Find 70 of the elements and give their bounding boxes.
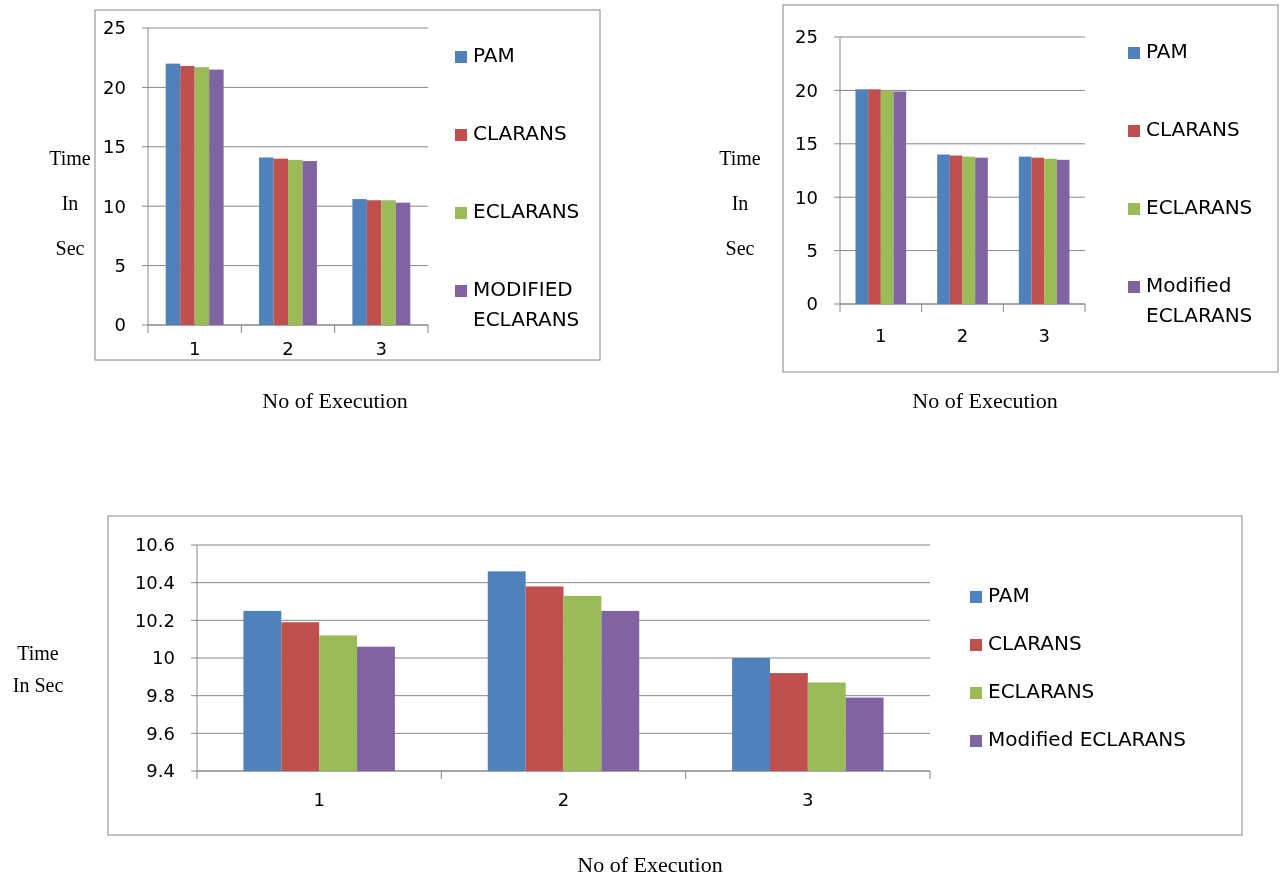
bar <box>180 66 195 325</box>
bar <box>194 67 210 325</box>
bar <box>209 69 224 325</box>
y-tick-label: 20 <box>795 79 818 101</box>
bar <box>893 91 907 304</box>
legend-label: Modified ECLARANS <box>988 727 1187 751</box>
legend-label: ECLARANS <box>473 199 580 223</box>
x-tick-label: 3 <box>1038 325 1050 346</box>
bar <box>962 156 976 304</box>
bar <box>949 155 963 304</box>
x-axis-title: No of Execution <box>577 852 723 877</box>
bar <box>1044 158 1057 304</box>
legend-label: MODIFIED ECLARANS <box>473 277 580 331</box>
bar <box>352 199 367 325</box>
y-tick-label: 15 <box>795 133 818 155</box>
y-tick-label: 20 <box>103 76 126 98</box>
x-tick-label: 2 <box>956 325 969 346</box>
legend-label: PAM <box>1146 39 1188 63</box>
legend-label: Modified ECLARANS <box>1146 273 1253 327</box>
x-tick-label: 3 <box>802 789 814 810</box>
y-axis-title: Time In Sec <box>12 642 64 696</box>
y-tick-label: 15 <box>103 136 126 158</box>
y-tick-label: 10.4 <box>134 571 175 593</box>
x-tick-label: 3 <box>375 338 388 359</box>
y-tick-label: 0 <box>114 314 126 336</box>
y-tick-label: 5 <box>806 239 818 261</box>
bar <box>381 200 396 325</box>
bar <box>937 154 950 304</box>
bar <box>855 89 869 304</box>
y-axis-title: Time In Sec <box>49 147 91 259</box>
bar <box>975 157 988 304</box>
x-tick-label: 1 <box>875 325 887 346</box>
y-tick-label: 10.2 <box>134 609 175 631</box>
x-tick-label: 2 <box>282 338 294 359</box>
legend-label: ECLARANS <box>1146 195 1253 219</box>
y-tick-label: 0 <box>806 293 818 315</box>
y-axis-title: Time In Sec <box>719 147 761 259</box>
x-axis-title: No of Execution <box>912 388 1058 413</box>
bar <box>366 200 382 325</box>
legend-label: ECLARANS <box>988 679 1095 703</box>
y-tick-label: 9.6 <box>146 722 175 744</box>
legend-label: PAM <box>473 43 515 67</box>
bar <box>302 161 317 325</box>
x-axis-title: No of Execution <box>262 388 408 413</box>
x-tick-label: 1 <box>313 789 325 810</box>
y-tick-label: 9.8 <box>146 684 175 706</box>
bar <box>1031 157 1045 304</box>
legend-label: PAM <box>988 583 1030 607</box>
bar <box>259 157 274 325</box>
bar <box>288 159 303 325</box>
y-tick-label: 10 <box>795 186 818 208</box>
y-tick-label: 10 <box>103 195 126 217</box>
x-tick-label: 2 <box>557 789 570 810</box>
y-tick-label: 10.6 <box>134 534 175 556</box>
legend-label: CLARANS <box>988 631 1082 655</box>
y-tick-label: 9.4 <box>146 760 175 782</box>
bar <box>868 89 881 304</box>
bar <box>165 63 181 325</box>
bar <box>1018 156 1032 304</box>
bar <box>1056 159 1070 304</box>
legend-label: CLARANS <box>1146 117 1240 141</box>
bar <box>395 202 411 325</box>
bar <box>880 90 894 304</box>
bar <box>273 158 288 325</box>
y-tick-label: 10 <box>152 647 175 669</box>
y-tick-label: 5 <box>114 254 126 276</box>
y-tick-label: 25 <box>795 26 818 48</box>
y-tick-label: 25 <box>103 17 126 39</box>
x-tick-label: 1 <box>188 338 201 359</box>
legend-label: CLARANS <box>473 121 567 145</box>
